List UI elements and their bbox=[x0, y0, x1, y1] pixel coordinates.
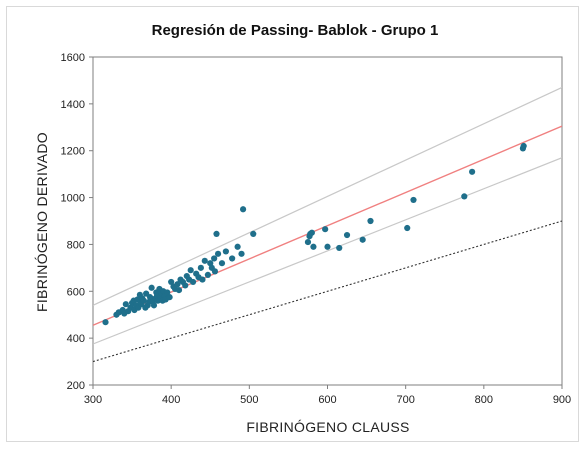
y-tick-label: 1200 bbox=[61, 146, 85, 158]
data-point bbox=[187, 267, 194, 274]
data-point bbox=[250, 230, 257, 237]
data-point bbox=[469, 168, 476, 175]
data-point bbox=[164, 289, 171, 296]
data-point bbox=[102, 319, 109, 326]
regression-line bbox=[93, 125, 562, 326]
x-tick-label: 600 bbox=[318, 394, 336, 406]
data-point bbox=[410, 196, 417, 204]
chart-frame bbox=[6, 6, 579, 442]
data-point bbox=[148, 284, 155, 291]
data-point bbox=[150, 302, 158, 309]
data-point bbox=[520, 142, 527, 150]
data-point bbox=[367, 217, 374, 225]
y-tick-label: 600 bbox=[67, 286, 85, 298]
data-point bbox=[168, 278, 175, 286]
data-point bbox=[310, 243, 317, 250]
data-point bbox=[204, 271, 212, 278]
lower-confidence-line bbox=[93, 157, 562, 345]
data-point bbox=[218, 260, 226, 267]
data-point bbox=[174, 281, 181, 288]
data-point bbox=[359, 236, 366, 243]
data-point bbox=[324, 243, 331, 250]
data-point bbox=[201, 257, 208, 264]
data-point bbox=[336, 244, 343, 252]
plot-area: 300 400 500 600 700 800 900 200 400 600 800 1000 120… bbox=[61, 52, 572, 406]
data-point bbox=[175, 287, 183, 294]
data-point bbox=[207, 260, 214, 267]
y-tick-label: 1000 bbox=[61, 193, 85, 205]
data-point bbox=[238, 250, 245, 257]
x-tick-label: 900 bbox=[553, 394, 571, 406]
identity-line bbox=[93, 220, 562, 363]
x-tick-label: 500 bbox=[240, 394, 258, 406]
data-point bbox=[182, 282, 189, 289]
data-point bbox=[222, 248, 229, 255]
data-point bbox=[211, 268, 219, 275]
data-point bbox=[308, 229, 315, 236]
data-point bbox=[213, 230, 220, 237]
data-point bbox=[304, 238, 312, 246]
upper-confidence-line bbox=[93, 86, 562, 306]
data-point bbox=[239, 206, 247, 213]
data-point bbox=[343, 231, 351, 239]
x-tick-label: 700 bbox=[396, 394, 414, 406]
y-axis-label: FIBRINÓGENO DERIVADO bbox=[34, 132, 50, 312]
data-point bbox=[234, 243, 241, 250]
plot-border bbox=[92, 56, 563, 386]
x-tick-label: 400 bbox=[162, 394, 180, 406]
data-point bbox=[461, 193, 468, 200]
x-tick-label: 300 bbox=[84, 394, 102, 406]
data-point bbox=[189, 278, 197, 286]
data-point bbox=[322, 226, 329, 233]
chart-title: Regresión de Passing- Bablok - Grupo 1 bbox=[152, 22, 439, 39]
data-point bbox=[199, 276, 206, 283]
data-point bbox=[211, 255, 218, 262]
data-point bbox=[140, 297, 147, 304]
data-point bbox=[214, 250, 222, 257]
y-tick-label: 1400 bbox=[61, 99, 85, 111]
y-tick-label: 1600 bbox=[61, 52, 85, 64]
data-point bbox=[166, 294, 173, 301]
data-point bbox=[229, 255, 236, 262]
data-point bbox=[197, 264, 204, 271]
x-axis-label: FIBRINÓGENO CLAUSS bbox=[246, 419, 409, 435]
x-tick-label: 800 bbox=[475, 394, 493, 406]
data-point bbox=[404, 224, 411, 232]
data-point bbox=[122, 301, 129, 308]
y-tick-label: 200 bbox=[67, 380, 85, 392]
y-tick-label: 400 bbox=[67, 333, 85, 345]
y-tick-label: 800 bbox=[67, 239, 85, 251]
